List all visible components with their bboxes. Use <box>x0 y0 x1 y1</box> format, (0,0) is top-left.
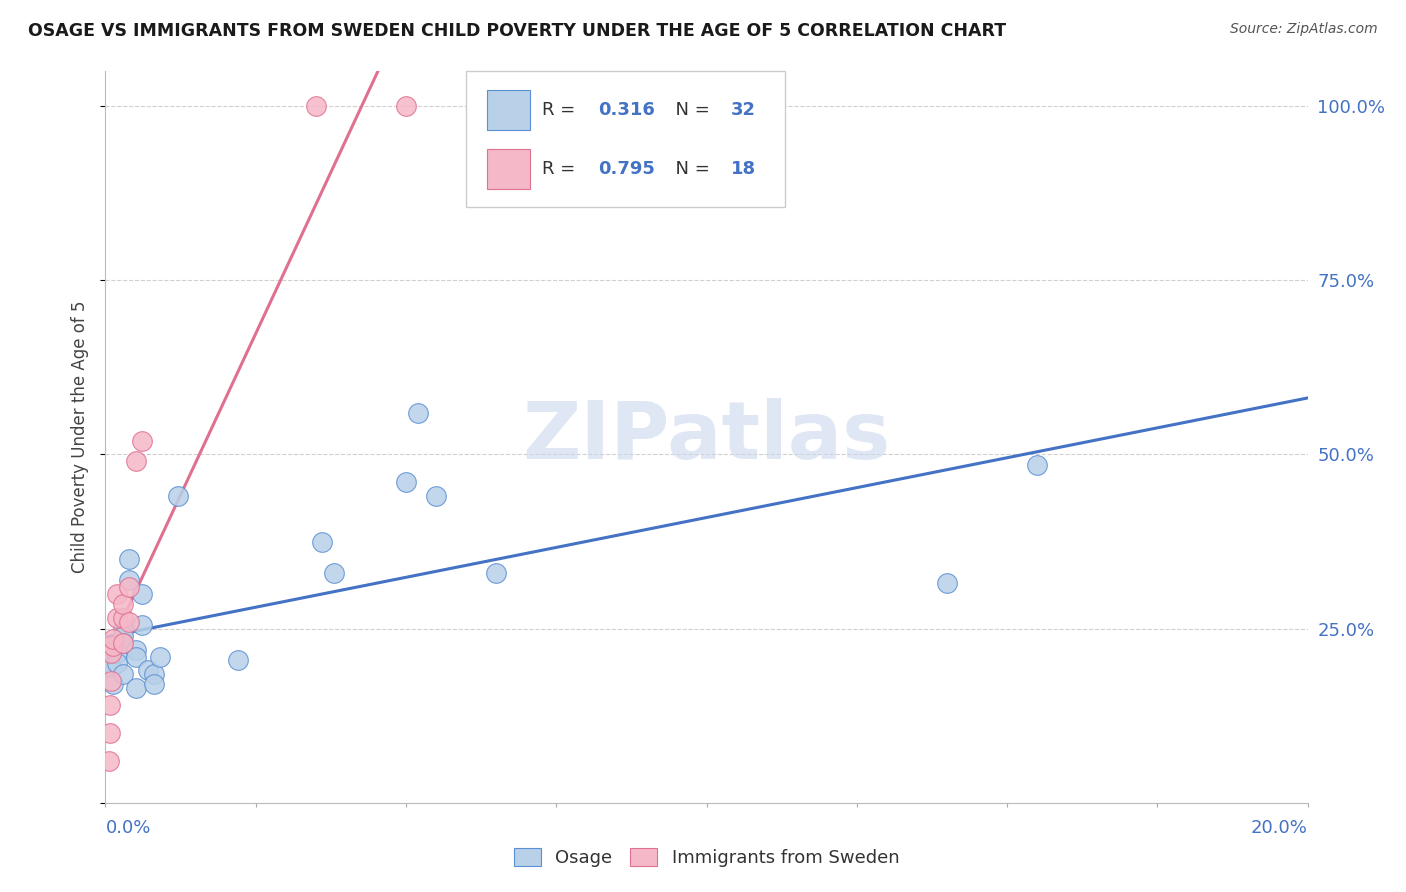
FancyBboxPatch shape <box>465 71 785 207</box>
Point <box>131 618 153 632</box>
Text: N =: N = <box>665 160 716 178</box>
Point <box>226 653 249 667</box>
Point <box>1026 458 1049 472</box>
Point <box>112 635 135 649</box>
Point <box>107 587 129 601</box>
Point <box>100 646 122 660</box>
Point <box>107 646 129 660</box>
Point <box>124 649 146 664</box>
Point <box>103 632 125 646</box>
Text: 0.795: 0.795 <box>599 160 655 178</box>
Point <box>322 566 344 580</box>
Point <box>118 615 141 629</box>
Point <box>131 434 153 448</box>
Point <box>406 406 429 420</box>
Point <box>118 552 141 566</box>
Point <box>124 681 146 695</box>
Text: Source: ZipAtlas.com: Source: ZipAtlas.com <box>1230 22 1378 37</box>
Point <box>166 489 188 503</box>
Text: 18: 18 <box>731 160 755 178</box>
Text: 20.0%: 20.0% <box>1251 819 1308 837</box>
Point <box>112 635 135 649</box>
Point <box>118 580 141 594</box>
Text: ZIPatlas: ZIPatlas <box>523 398 890 476</box>
Point <box>107 657 129 671</box>
Point <box>112 667 135 681</box>
Point <box>100 660 122 674</box>
Text: R =: R = <box>541 160 581 178</box>
Point <box>98 698 121 713</box>
Point <box>485 566 508 580</box>
Point <box>112 622 135 636</box>
Bar <box>486 90 530 130</box>
Text: 0.316: 0.316 <box>599 101 655 120</box>
Point <box>100 673 122 688</box>
Point <box>395 99 418 113</box>
Point <box>98 754 121 768</box>
Bar <box>486 149 530 189</box>
Text: N =: N = <box>665 101 716 120</box>
Point <box>142 677 165 691</box>
Point <box>98 642 121 657</box>
Point <box>136 664 159 678</box>
Point <box>124 642 146 657</box>
Point <box>101 639 124 653</box>
Point <box>936 576 959 591</box>
Legend: Osage, Immigrants from Sweden: Osage, Immigrants from Sweden <box>506 840 907 874</box>
Point <box>101 677 124 691</box>
Point <box>112 629 135 643</box>
Text: 32: 32 <box>731 101 755 120</box>
Point <box>131 587 153 601</box>
Text: R =: R = <box>541 101 581 120</box>
Point <box>98 726 121 740</box>
Point <box>112 611 135 625</box>
Point <box>124 454 146 468</box>
Point <box>305 99 328 113</box>
Point <box>118 573 141 587</box>
Point <box>100 646 122 660</box>
Point <box>311 534 333 549</box>
Point <box>107 611 129 625</box>
Point <box>142 667 165 681</box>
Y-axis label: Child Poverty Under the Age of 5: Child Poverty Under the Age of 5 <box>72 301 90 574</box>
Text: 0.0%: 0.0% <box>105 819 150 837</box>
Point <box>395 475 418 490</box>
Point <box>98 657 121 671</box>
Text: OSAGE VS IMMIGRANTS FROM SWEDEN CHILD POVERTY UNDER THE AGE OF 5 CORRELATION CHA: OSAGE VS IMMIGRANTS FROM SWEDEN CHILD PO… <box>28 22 1007 40</box>
Point <box>425 489 447 503</box>
Point <box>148 649 170 664</box>
Point <box>112 597 135 611</box>
